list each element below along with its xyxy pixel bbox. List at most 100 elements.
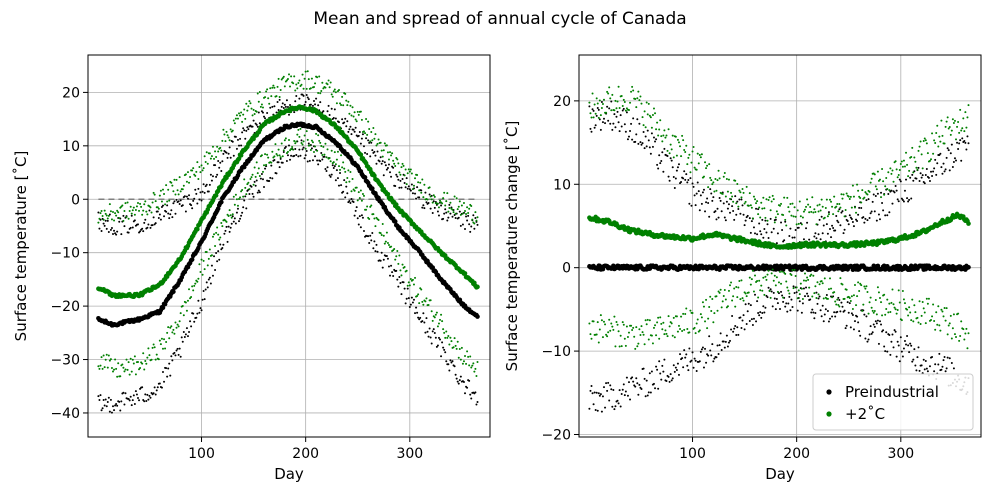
data-point: [894, 308, 897, 311]
data-point: [795, 286, 798, 289]
data-point: [905, 178, 908, 181]
data-point: [163, 193, 166, 196]
data-point: [874, 195, 877, 198]
data-point: [805, 227, 808, 230]
data-point: [868, 190, 871, 193]
data-point: [302, 146, 305, 149]
data-point: [959, 335, 962, 338]
data-point: [204, 160, 207, 163]
data-point: [938, 352, 941, 355]
data-point: [848, 302, 851, 305]
data-point: [667, 315, 670, 318]
data-point: [788, 292, 791, 295]
data-point: [673, 336, 676, 339]
data-point: [658, 154, 661, 157]
data-point: [204, 288, 207, 291]
data-point: [906, 335, 909, 338]
series-1-mean: [96, 121, 480, 328]
data-point: [786, 286, 789, 289]
data-point: [365, 117, 368, 120]
data-point: [273, 159, 276, 162]
data-point: [744, 292, 747, 295]
data-point: [115, 403, 118, 405]
data-point: [352, 115, 355, 118]
data-point: [322, 110, 325, 113]
data-point: [400, 293, 403, 296]
data-point: [322, 87, 325, 90]
data-point: [141, 386, 144, 389]
data-point: [741, 204, 744, 207]
data-point: [378, 160, 381, 163]
data-point: [365, 137, 368, 140]
data-point: [799, 282, 802, 285]
data-point: [912, 171, 915, 174]
data-point: [663, 147, 666, 150]
data-point: [966, 135, 969, 138]
data-point: [436, 325, 439, 328]
data-point: [449, 212, 452, 215]
data-point: [887, 193, 890, 196]
data-point: [144, 200, 147, 203]
data-point: [113, 229, 116, 232]
data-point: [380, 162, 383, 165]
data-point: [866, 219, 869, 222]
data-point: [109, 398, 112, 401]
data-point: [790, 214, 793, 217]
data-point: [897, 289, 900, 292]
data-point: [171, 331, 174, 334]
data-point: [208, 248, 211, 251]
data-point: [920, 314, 923, 317]
data-point: [875, 313, 878, 316]
data-point: [188, 331, 191, 334]
data-point: [203, 191, 206, 194]
data-point: [775, 242, 778, 245]
data-point: [764, 306, 767, 309]
data-point: [686, 364, 689, 367]
data-point: [762, 196, 765, 199]
data-point: [880, 301, 883, 304]
data-point: [713, 190, 716, 193]
data-point: [372, 213, 375, 216]
data-point: [423, 321, 426, 324]
data-point: [343, 167, 346, 170]
data-point: [157, 358, 160, 361]
data-point: [353, 111, 356, 114]
data-point: [290, 75, 293, 78]
data-point: [452, 346, 455, 349]
data-point: [353, 130, 356, 133]
data-point: [679, 145, 682, 148]
data-point: [235, 147, 238, 150]
data-point: [773, 221, 776, 224]
data-point: [379, 156, 382, 159]
data-point: [375, 144, 378, 147]
data-point: [905, 151, 908, 154]
data-point: [946, 116, 949, 119]
data-point: [845, 192, 848, 195]
data-point: [828, 277, 831, 280]
data-point: [652, 107, 655, 110]
data-points: [96, 70, 480, 414]
data-point: [711, 183, 714, 186]
data-point: [709, 188, 712, 191]
data-point: [386, 167, 389, 170]
data-point: [354, 118, 357, 121]
data-point: [776, 232, 779, 235]
data-point: [590, 385, 593, 388]
data-point: [646, 318, 649, 321]
data-point: [756, 233, 759, 236]
data-point: [912, 320, 915, 323]
data-point: [755, 320, 758, 323]
data-point: [406, 287, 409, 290]
data-point: [895, 189, 898, 192]
data-point: [151, 346, 154, 349]
data-point: [617, 402, 620, 405]
data-point: [154, 222, 157, 225]
data-point: [903, 302, 906, 305]
data-point: [732, 330, 735, 333]
data-point: [357, 113, 360, 116]
data-point: [360, 199, 363, 202]
data-point: [816, 204, 819, 207]
data-point: [227, 225, 230, 228]
